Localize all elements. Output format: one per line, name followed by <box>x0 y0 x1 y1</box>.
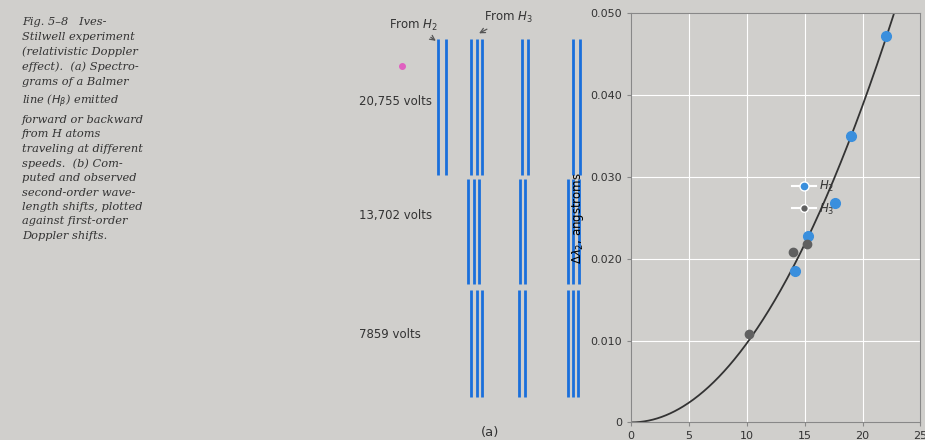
Text: 20,755 volts: 20,755 volts <box>360 95 433 108</box>
Text: (a): (a) <box>480 426 499 440</box>
Point <box>742 330 757 337</box>
Y-axis label: $\Delta\lambda_2$, angstroms: $\Delta\lambda_2$, angstroms <box>570 172 586 264</box>
Text: 13,702 volts: 13,702 volts <box>360 209 433 222</box>
Text: 7859 volts: 7859 volts <box>360 328 422 341</box>
Text: Fig. 5–8   Ives-
Stilwell experiment
(relativistic Doppler
effect).  (a) Spectro: Fig. 5–8 Ives- Stilwell experiment (rela… <box>22 17 143 241</box>
Point <box>827 200 842 207</box>
Text: From $H_3$: From $H_3$ <box>480 10 534 33</box>
Text: From $H_2$: From $H_2$ <box>389 18 438 40</box>
Point <box>878 33 893 40</box>
Legend: $H_2$, $H_3$: $H_2$, $H_3$ <box>787 175 839 221</box>
Point <box>844 132 858 139</box>
Point <box>788 268 803 275</box>
Point <box>799 241 814 248</box>
Point <box>801 232 816 239</box>
Point <box>785 249 800 256</box>
